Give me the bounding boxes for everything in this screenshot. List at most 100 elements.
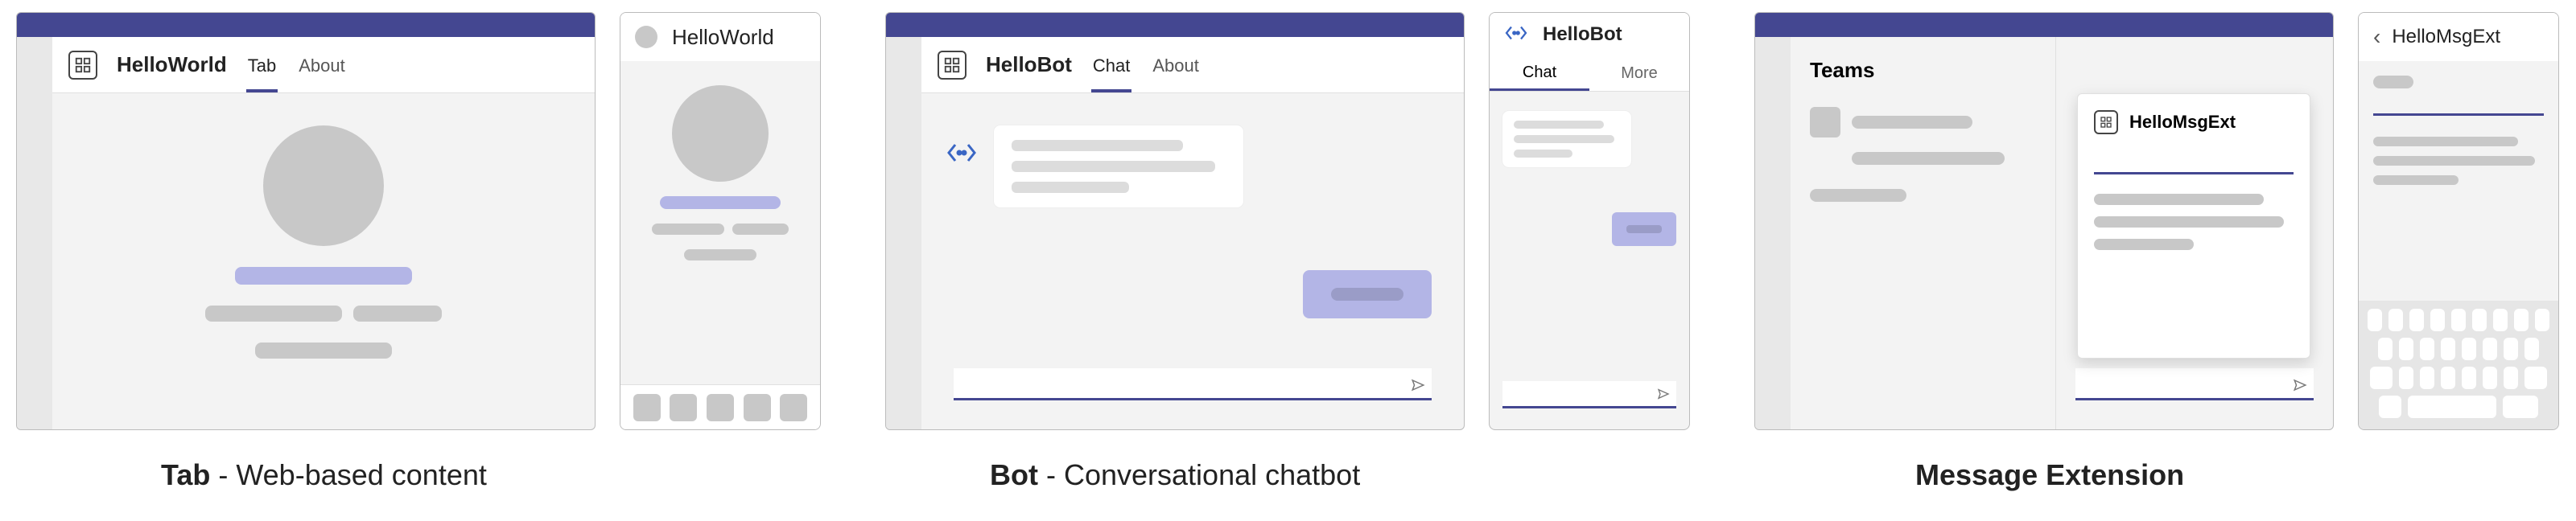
incoming-message — [1502, 111, 1631, 167]
text-line — [1012, 161, 1215, 172]
avatar-icon — [635, 26, 657, 48]
text-line — [1331, 288, 1403, 301]
incoming-message — [994, 125, 1243, 207]
key[interactable] — [2524, 338, 2539, 360]
card-search-input[interactable] — [2094, 150, 2294, 174]
tab-mobile-window: HelloWorld — [620, 12, 821, 430]
app-title: HelloBot — [986, 52, 1072, 77]
tab-about[interactable]: About — [297, 38, 347, 92]
tab-tab[interactable]: Tab — [246, 38, 278, 92]
text-line — [1514, 135, 1614, 143]
key[interactable] — [2483, 367, 2497, 389]
key[interactable] — [2472, 309, 2487, 331]
mobile-header: HelloBot — [1490, 13, 1689, 56]
compose-input[interactable] — [1502, 381, 1676, 408]
nav-item[interactable] — [633, 394, 661, 421]
avatar-placeholder — [672, 85, 769, 182]
key[interactable] — [2514, 309, 2529, 331]
key[interactable] — [2503, 396, 2538, 418]
tab-header: HelloWorld Tab About — [52, 37, 595, 93]
tab-header: HelloBot Chat About — [921, 37, 1464, 93]
key[interactable] — [2430, 309, 2445, 331]
outgoing-message — [1612, 212, 1676, 246]
key[interactable] — [2420, 367, 2434, 389]
nav-item[interactable] — [670, 394, 697, 421]
card-header: HelloMsgExt — [2094, 110, 2294, 134]
mobile-header: HelloWorld — [620, 13, 820, 61]
avatar-placeholder — [1810, 107, 1840, 137]
key[interactable] — [2420, 338, 2434, 360]
send-icon[interactable] — [2293, 378, 2307, 392]
line-row — [205, 306, 442, 322]
mobile-tab-chat[interactable]: Chat — [1490, 56, 1589, 91]
key[interactable] — [2368, 309, 2382, 331]
key[interactable] — [2388, 309, 2403, 331]
send-icon[interactable] — [1657, 388, 1671, 402]
key[interactable] — [2378, 338, 2393, 360]
nav-item[interactable] — [707, 394, 734, 421]
key[interactable] — [2535, 309, 2549, 331]
tab-about[interactable]: About — [1151, 38, 1201, 92]
key[interactable] — [2441, 338, 2455, 360]
left-panel: Teams — [1791, 37, 2056, 429]
bot-desktop-window: HelloBot Chat About — [885, 12, 1465, 430]
send-icon[interactable] — [1411, 378, 1425, 392]
text-placeholder — [2373, 156, 2535, 166]
key[interactable] — [2379, 396, 2401, 418]
mobile-header: ‹ HelloMsgExt — [2359, 13, 2558, 61]
text-placeholder — [353, 306, 442, 322]
key[interactable] — [2462, 367, 2476, 389]
mobile-tab-more[interactable]: More — [1589, 56, 1689, 91]
mobile-body — [2359, 61, 2558, 199]
list-item[interactable] — [1810, 107, 2036, 137]
mobile-title: HelloMsgExt — [2392, 26, 2500, 48]
avatar-placeholder — [263, 125, 384, 246]
back-icon[interactable]: ‹ — [2373, 24, 2380, 50]
key[interactable] — [2370, 367, 2393, 389]
app-icon — [68, 51, 97, 80]
compose-input[interactable] — [954, 368, 1432, 400]
mobile-title: HelloBot — [1543, 23, 1622, 46]
mobile-tabs: Chat More — [1490, 56, 1689, 92]
outgoing-message — [1303, 270, 1432, 318]
key[interactable] — [2399, 367, 2413, 389]
mobile-body — [620, 61, 820, 260]
mobile-title: HelloWorld — [672, 25, 774, 50]
key[interactable] — [2451, 309, 2466, 331]
chat-body — [921, 93, 1464, 429]
nav-item[interactable] — [780, 394, 807, 421]
nav-item[interactable] — [744, 394, 771, 421]
msgext-desktop-window: Teams He — [1754, 12, 2334, 430]
mobile-bottom-nav — [620, 384, 820, 429]
spacebar-key[interactable] — [2408, 396, 2496, 418]
tab-desktop-window: HelloWorld Tab About — [16, 12, 596, 430]
text-placeholder — [255, 343, 392, 359]
key[interactable] — [2504, 367, 2518, 389]
key[interactable] — [2462, 338, 2476, 360]
search-input[interactable] — [2373, 96, 2544, 116]
bot-avatar-icon — [946, 142, 978, 168]
key[interactable] — [2441, 367, 2455, 389]
key[interactable] — [2483, 338, 2497, 360]
diagram-stage: HelloWorld Tab About HelloWorld — [0, 0, 2576, 521]
text-line — [1626, 225, 1662, 233]
card-title: HelloMsgExt — [2129, 112, 2236, 133]
text-placeholder — [2094, 216, 2284, 228]
msgext-card: HelloMsgExt — [2077, 93, 2310, 359]
key[interactable] — [2493, 309, 2508, 331]
compose-input[interactable] — [2075, 368, 2314, 400]
key[interactable] — [2524, 367, 2547, 389]
key[interactable] — [2409, 309, 2424, 331]
key[interactable] — [2399, 338, 2413, 360]
caption-bold: Tab — [161, 458, 210, 491]
text-line — [1514, 121, 1604, 129]
left-rail — [886, 37, 921, 429]
tab-chat[interactable]: Chat — [1091, 38, 1131, 92]
key[interactable] — [2504, 338, 2518, 360]
app-icon — [2094, 110, 2118, 134]
text-placeholder — [205, 306, 342, 322]
text-placeholder — [652, 224, 724, 235]
bot-avatar-icon — [1504, 23, 1528, 47]
msgext-mobile-window: ‹ HelloMsgExt — [2358, 12, 2559, 430]
text-line — [1514, 150, 1572, 158]
